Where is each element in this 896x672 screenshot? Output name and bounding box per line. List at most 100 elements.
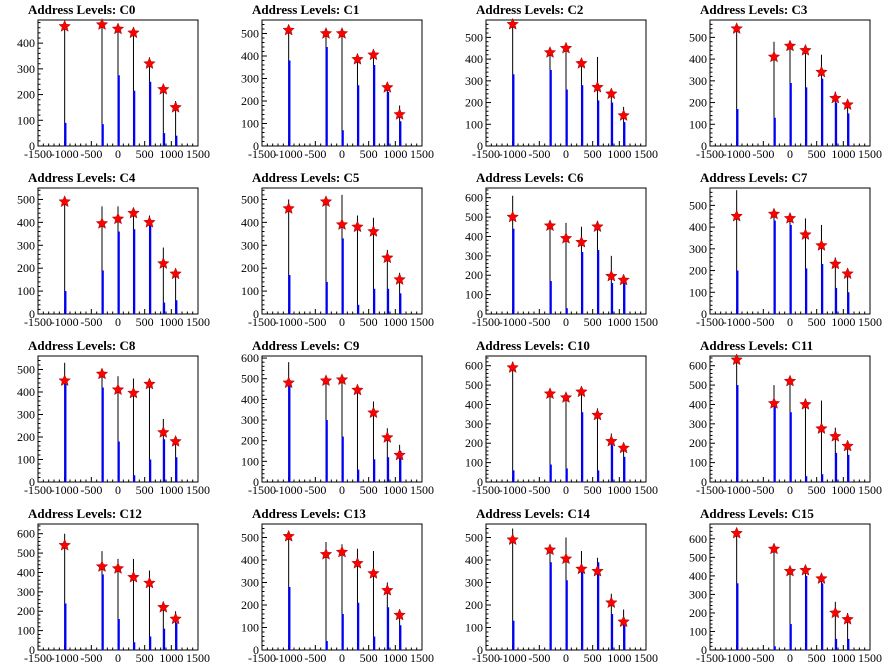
chart-title: Address Levels: C12	[28, 506, 142, 521]
peak-marker	[767, 207, 781, 220]
bar-fill	[597, 470, 600, 482]
y-tick-label: 400	[17, 385, 35, 399]
y-tick-label: 400	[17, 215, 35, 229]
x-tick-label: 0	[339, 651, 345, 665]
y-tick-label: 100	[241, 454, 259, 468]
chart-svg-14: Address Levels: C14 0 100 200 300 400 500 -1500…	[465, 506, 658, 665]
x-tick-label: 1500	[634, 315, 658, 329]
peak-marker	[319, 26, 333, 39]
peak-marker	[381, 431, 394, 443]
peak-marker	[506, 361, 519, 373]
bar-fill	[162, 439, 166, 482]
x-tick-label: 500	[584, 147, 602, 161]
bar-fill	[64, 122, 67, 146]
bar-fill	[834, 287, 838, 314]
peak-marker	[157, 425, 170, 438]
x-tick-label: 1500	[634, 651, 658, 665]
chart-panel-1: Address Levels: C1 0 100 200 300 400 500 -1500-…	[224, 0, 448, 168]
y-tick-label: 300	[689, 74, 707, 88]
bar-fill	[357, 85, 360, 146]
y-tick-label: 0	[253, 475, 259, 489]
x-tick-label: -1500	[24, 651, 52, 665]
peak-marker	[575, 385, 588, 398]
x-tick-label: -500	[304, 147, 326, 161]
peak-marker	[393, 448, 406, 461]
peak-marker	[143, 377, 156, 390]
x-tick-label: -1000	[499, 315, 527, 329]
chart-title: Address Levels: C14	[476, 506, 590, 521]
y-tick-label: 0	[477, 307, 483, 321]
chart-svg-0: Address Levels: C0 0 100 200 300 400 -1500-100…	[17, 2, 210, 161]
bar-fill	[565, 89, 568, 146]
x-tick-label: 0	[563, 147, 569, 161]
peak-marker	[783, 564, 797, 577]
chart-panel-4: Address Levels: C4 0 100 200 300 400 500 -1500-…	[0, 168, 224, 336]
y-tick-label: 100	[17, 113, 35, 127]
y-tick-label: 200	[241, 261, 259, 275]
bar-fill	[821, 78, 824, 146]
chart-title: Address Levels: C5	[252, 170, 360, 185]
x-tick-label: 500	[808, 315, 826, 329]
x-tick-label: -1000	[723, 147, 751, 161]
bar-fill	[357, 469, 360, 482]
x-tick-label: 1500	[186, 147, 210, 161]
peak-marker	[605, 596, 618, 609]
x-tick-label: 1000	[831, 315, 855, 329]
bar-fill	[175, 457, 178, 482]
bar-fill	[288, 60, 291, 146]
peak-marker	[381, 583, 394, 596]
bar-fill	[610, 445, 614, 482]
y-tick-label: 0	[701, 139, 707, 153]
bar-fill	[149, 81, 152, 146]
y-tick-label: 400	[689, 397, 707, 411]
y-tick-label: 0	[477, 139, 483, 153]
peak-marker	[799, 228, 812, 240]
y-tick-label: 500	[689, 30, 707, 44]
peak-marker	[157, 257, 170, 269]
chart-panel-12: Address Levels: C12 0 100 200 300 400 500 600 -1…	[0, 504, 224, 672]
peak-marker	[829, 257, 842, 270]
x-tick-label: -1500	[472, 483, 500, 497]
peak-marker	[543, 46, 557, 58]
peak-marker	[783, 374, 797, 387]
y-tick-label: 400	[689, 220, 707, 234]
x-tick-label: 1000	[159, 315, 183, 329]
bar-fill	[117, 231, 120, 314]
y-tick-label: 300	[17, 62, 35, 76]
peak-marker	[767, 542, 781, 555]
bar-fill	[341, 130, 344, 146]
peak-marker	[282, 529, 295, 542]
y-tick-label: 200	[689, 436, 707, 450]
chart-svg-2: Address Levels: C20100200300400500-1500-…	[465, 2, 658, 161]
peak-marker	[575, 235, 588, 248]
peak-marker	[591, 564, 604, 577]
y-tick-label: 100	[241, 621, 259, 635]
bar-fill	[581, 251, 584, 314]
y-tick-label: 200	[465, 268, 483, 282]
x-tick-label: -1000	[51, 651, 79, 665]
peak-marker	[143, 57, 156, 69]
bar-fill	[399, 293, 402, 314]
bar-fill	[512, 74, 515, 146]
peak-marker	[111, 383, 125, 396]
peak-marker	[543, 387, 557, 400]
x-tick-label: 1000	[383, 147, 407, 161]
bar-fill	[175, 300, 178, 314]
y-tick-label: 300	[241, 576, 259, 590]
bar-fill	[581, 85, 584, 146]
x-tick-label: -500	[304, 483, 326, 497]
bar-fill	[623, 625, 626, 650]
y-tick-label: 500	[17, 546, 35, 560]
chart-panel-5: Address Levels: C5 0 100 200 300 400 500 -1500-…	[224, 168, 448, 336]
peak-marker	[591, 408, 604, 421]
peak-marker	[841, 612, 854, 625]
peak-marker	[617, 273, 630, 286]
x-tick-label: -1000	[51, 483, 79, 497]
peak-marker	[799, 43, 812, 56]
peak-marker	[169, 100, 182, 113]
peak-marker	[605, 269, 618, 282]
y-tick-label: 500	[689, 378, 707, 392]
peak-marker	[605, 434, 618, 447]
bar-fill	[101, 574, 104, 650]
bar-fill	[512, 228, 515, 314]
